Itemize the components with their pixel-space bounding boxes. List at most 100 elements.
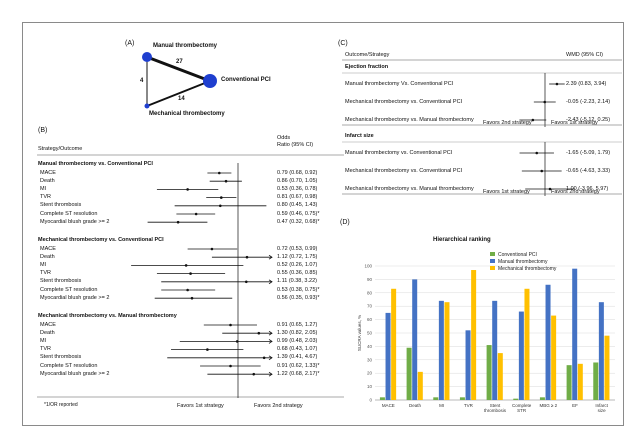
point-estimate (190, 296, 194, 300)
col-header-odds: Odds (277, 135, 291, 141)
col-header-outcome: Outcome/Strategy (345, 52, 390, 58)
x-tick-label: thrombosis (484, 408, 507, 413)
bar (545, 284, 551, 400)
edge-label-4: 4 (140, 78, 144, 84)
comparison-label: Mechanical thrombectomy vs. Conventional… (345, 167, 463, 174)
ci-arrow (268, 371, 273, 377)
ci-value: 0.55 (0.36, 0.85) (277, 270, 318, 277)
point-estimate (540, 169, 544, 173)
outcome-label: Complete ST resolution (40, 210, 98, 217)
outcome-label: MACE (40, 245, 56, 252)
chart-title: Hierarchical ranking (433, 237, 491, 243)
point-estimate (543, 100, 547, 104)
section-title: Infarct size (345, 133, 374, 139)
point-estimate (531, 118, 535, 122)
col-header-ratio: Ratio (95% CI) (277, 142, 314, 148)
outcome-label: Stent thrombosis (40, 354, 82, 361)
point-estimate (206, 348, 209, 351)
outcome-label: MI (40, 185, 47, 192)
ci-value: 1.22 (0.68, 2.17)* (277, 370, 320, 377)
bar (513, 398, 519, 400)
ci-arrow (268, 279, 273, 285)
comparison-label: Mechanical thrombectomy vs. Manual throm… (345, 185, 474, 192)
bar (566, 365, 572, 400)
y-axis-label: SUCRA values, % (357, 315, 362, 351)
bar (417, 371, 423, 400)
outcome-label: Death (40, 253, 55, 260)
outcome-label: Stent thrombosis (40, 278, 82, 285)
ci-value: 1.11 (0.38, 3.22) (277, 278, 317, 285)
favors-left-c: Favors 1st strategy (483, 189, 530, 195)
node-label-manual: Manual thrombectomy (153, 43, 218, 49)
point-estimate (194, 212, 198, 216)
outcome-label: Stent thrombosis (40, 202, 82, 209)
outcome-label: MACE (40, 321, 56, 328)
panel-d-label: (D) (340, 219, 350, 226)
ci-value: 0.79 (0.68, 0.92) (277, 169, 318, 176)
ci-arrow (268, 355, 273, 361)
bar (551, 315, 557, 400)
outcome-label: Myocardial blush grade >= 2 (40, 370, 110, 377)
x-tick-label: Infarct (595, 403, 608, 408)
favors-1st-b: Favors 1st strategy (177, 403, 224, 409)
wmd-value: -2.43 (-5.12, 0.25) (566, 116, 611, 123)
point-estimate (186, 288, 189, 292)
favors-right-c: Favors 2nd strategy (551, 189, 600, 195)
col-header-wmd: WMD (95% CI) (566, 52, 603, 58)
legend-swatch (490, 266, 495, 270)
ci-value: 0.99 (0.48, 2.03) (277, 337, 318, 344)
y-tick-label: 80 (367, 290, 373, 295)
outcome-label: Death (40, 329, 55, 336)
x-tick-label: Stent (490, 403, 501, 408)
point-estimate (245, 255, 249, 259)
point-estimate (244, 280, 248, 284)
bar (438, 300, 444, 400)
ci-arrow (268, 254, 273, 260)
bar (406, 347, 412, 400)
point-estimate (548, 187, 552, 191)
point-estimate (184, 264, 188, 267)
x-tick-label: MI (439, 403, 444, 408)
legend-swatch (490, 252, 495, 256)
ci-arrow (268, 330, 273, 336)
point-estimate (210, 247, 214, 251)
outcome-label: TVR (40, 270, 51, 277)
bar (577, 363, 583, 400)
point-estimate (262, 356, 266, 360)
panel-a-label: (A) (125, 40, 135, 47)
wmd-value: 2.39 (0.83, 3.94) (566, 80, 607, 87)
outcome-label: Complete ST resolution (40, 286, 98, 293)
bar (444, 302, 450, 400)
comparison-label: Mechanical thrombectomy vs. Conventional… (345, 98, 463, 105)
point-estimate (235, 340, 239, 343)
outcome-label: Myocardial blush grade >= 2 (40, 218, 110, 225)
point-estimate (229, 364, 232, 368)
bar (539, 397, 545, 400)
bar (379, 397, 385, 400)
outcome-label: Death (40, 177, 55, 184)
footnote: *1/OR reported (44, 402, 78, 408)
ci-value: 0.68 (0.43, 1.07) (277, 346, 318, 353)
bar (604, 335, 610, 400)
bar (497, 353, 503, 400)
group-title: Manual thrombectomy vs. Conventional PCI (38, 161, 153, 167)
y-tick-label: 100 (364, 264, 372, 269)
legend-label: Conventional PCI (498, 252, 537, 258)
y-tick-label: 70 (367, 304, 373, 309)
figure-frame (22, 22, 624, 426)
y-tick-label: 0 (369, 398, 372, 403)
outcome-label: MI (40, 261, 47, 268)
ci-value: 0.47 (0.32, 0.68)* (277, 218, 320, 225)
legend-swatch (490, 259, 495, 263)
bar (572, 268, 578, 400)
bar (412, 279, 418, 400)
y-tick-label: 60 (367, 317, 373, 322)
x-tick-label: MACE (382, 403, 395, 408)
outcome-label: MACE (40, 169, 56, 176)
ci-value: 0.91 (0.65, 1.27) (277, 321, 318, 328)
bar (524, 288, 530, 400)
ci-value: 0.80 (0.45, 1.43) (277, 202, 318, 209)
outcome-label: TVR (40, 346, 51, 353)
